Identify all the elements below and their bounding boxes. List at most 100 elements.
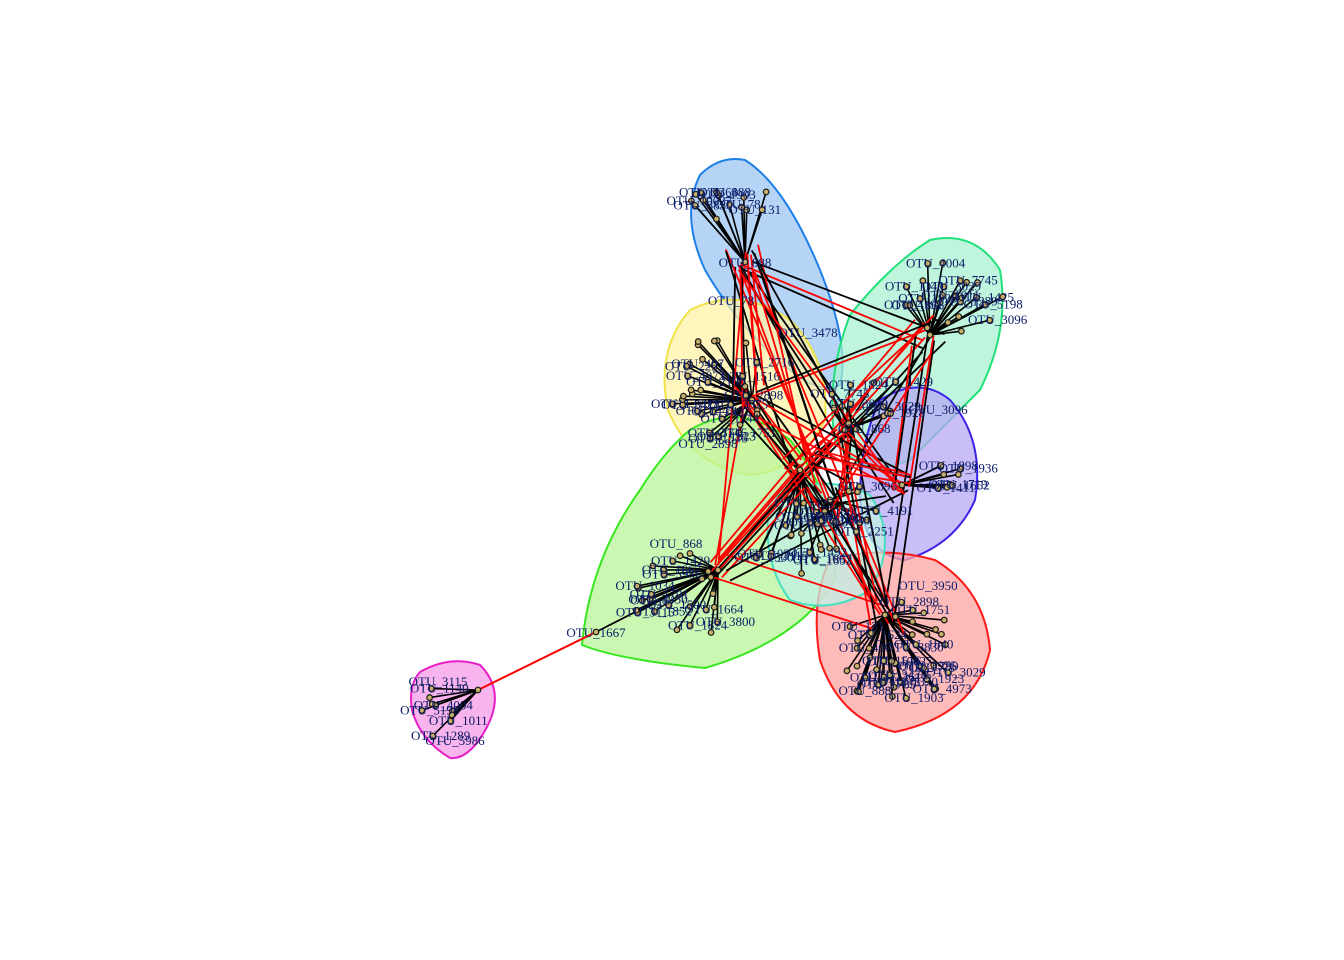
node — [740, 193, 748, 201]
node — [448, 711, 456, 719]
node-label: OTU_4191 — [854, 503, 913, 518]
node — [704, 378, 712, 386]
node — [898, 598, 905, 606]
node — [896, 678, 904, 686]
node — [873, 666, 880, 674]
node — [856, 519, 864, 527]
node — [832, 518, 840, 526]
node — [939, 291, 946, 299]
node — [710, 361, 718, 369]
edge — [683, 395, 753, 401]
edge — [714, 389, 748, 566]
node-label: OTU_131 — [728, 202, 781, 217]
edge — [756, 394, 912, 477]
node — [881, 611, 889, 619]
edge — [901, 464, 942, 486]
node-label: OTU_3950 — [628, 592, 687, 607]
node — [697, 386, 705, 394]
node — [812, 508, 820, 516]
node-label: OTU_3115 — [749, 548, 808, 563]
edge — [728, 204, 746, 263]
node — [741, 383, 749, 390]
node-label: OTU_1928 — [866, 405, 925, 420]
edge — [929, 296, 1004, 336]
node — [821, 507, 829, 515]
node-label: OTU_1923 — [905, 671, 964, 686]
edge — [715, 191, 746, 263]
node — [923, 324, 931, 332]
node-label: OTU_5986 — [425, 733, 485, 748]
node-label: OTU_1140 — [885, 279, 944, 294]
node-label: OTU_1011 — [921, 287, 980, 302]
node — [938, 630, 945, 638]
node-label: OTU_2251 — [665, 358, 724, 373]
node-label: OTU_1289 — [411, 728, 470, 743]
node — [669, 557, 676, 565]
edge — [894, 333, 917, 485]
node-label: OTU_1546 — [811, 513, 871, 528]
label-layer: OTU_10027OTU_8830OTU_2361OTU_1903OTU_888… — [400, 184, 1028, 748]
node — [826, 544, 834, 552]
node-label: OTU_407 — [839, 640, 892, 655]
node — [861, 674, 869, 682]
node — [632, 606, 640, 614]
node — [846, 381, 854, 389]
node-label: OTU_1370 — [879, 674, 938, 689]
node — [710, 337, 718, 345]
edge — [929, 262, 944, 336]
node-label: OTU_1719 — [928, 476, 987, 491]
edge — [731, 266, 737, 410]
node-label: OTU_3478 — [868, 667, 927, 682]
node-label: OTU_1370 — [651, 396, 710, 411]
edge — [901, 467, 961, 486]
node-label: OTU_5986 — [642, 566, 702, 581]
node — [806, 549, 813, 556]
node — [638, 597, 646, 605]
edge — [799, 469, 803, 574]
node-label: OTU_1785 — [857, 676, 916, 691]
node — [852, 528, 860, 536]
node — [909, 618, 916, 626]
node-label: OTU_1852 — [793, 552, 852, 567]
node — [758, 206, 766, 214]
edge-layer — [421, 191, 1004, 737]
node-label: OTU_5198 — [400, 702, 459, 717]
node-label: OTU_1840 — [894, 637, 953, 652]
node — [792, 500, 800, 508]
edge — [834, 487, 889, 610]
node-label: OTU_3096 — [908, 402, 968, 417]
edge — [429, 689, 479, 699]
node-label: OTU_1667 — [566, 625, 626, 640]
edge — [901, 473, 959, 486]
node-label: OTU_6 — [630, 593, 670, 608]
node — [446, 717, 454, 725]
node — [418, 707, 426, 714]
node — [762, 188, 770, 196]
node — [718, 415, 726, 423]
edge — [929, 297, 963, 336]
node-label: OTU_78 — [714, 196, 760, 211]
node — [952, 292, 960, 300]
node-label: OTU_4973 — [666, 368, 725, 383]
node — [845, 487, 853, 495]
node-label: OTU_8830 — [884, 639, 943, 654]
edge — [747, 405, 823, 513]
node-label: OTU_3975 — [709, 397, 768, 412]
node-label: OTU_1140 — [410, 681, 469, 696]
node-label: OTU_3746 — [803, 510, 863, 525]
node — [817, 517, 825, 525]
node — [673, 626, 681, 634]
node — [429, 732, 437, 740]
node-label: OTU_1898 — [919, 458, 978, 473]
node — [428, 700, 436, 708]
edge — [710, 569, 719, 633]
node — [753, 358, 760, 366]
edge — [721, 399, 753, 420]
edge — [744, 191, 767, 263]
node — [693, 407, 701, 415]
node-label: OTU_1500 — [734, 550, 793, 565]
node — [782, 522, 790, 529]
node — [940, 471, 948, 478]
node — [706, 435, 714, 442]
node — [742, 339, 750, 347]
